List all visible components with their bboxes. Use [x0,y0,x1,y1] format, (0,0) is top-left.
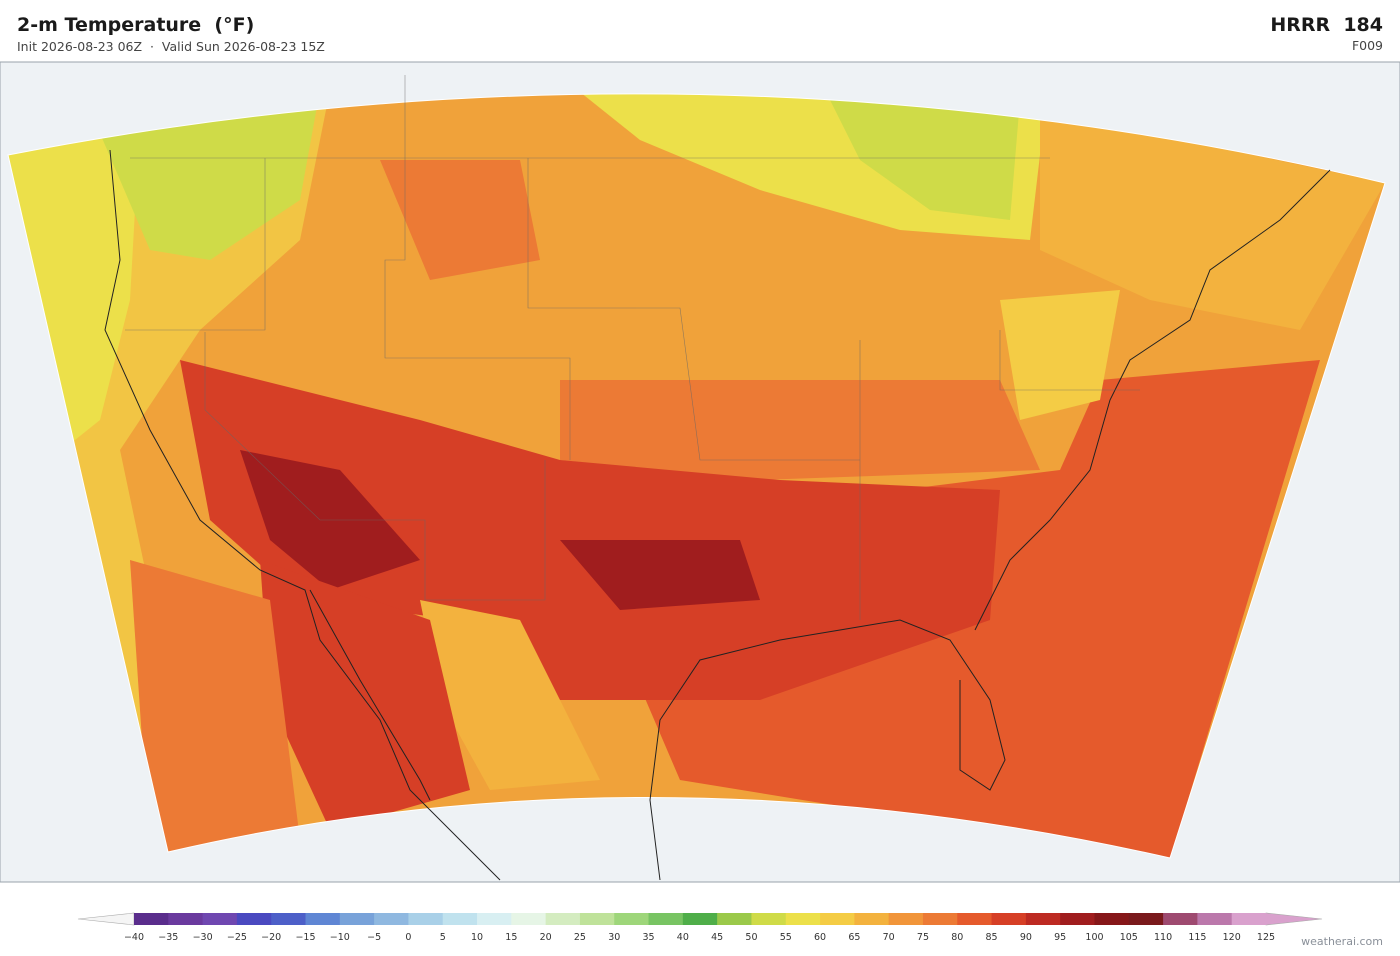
colorbar-label: 25 [574,932,586,943]
map-title: 2-m Temperature (°F) [17,14,255,36]
colorbar-label: 45 [711,932,723,943]
colorbar-label: 110 [1154,932,1172,943]
colorbar-label: −10 [330,932,350,943]
colorbar-bin [820,913,855,925]
colorbar-bin [545,913,581,925]
colorbar-label: 30 [608,932,620,943]
forecast-hour: F009 [1351,38,1383,53]
colorbar-label: 35 [642,932,654,943]
colorbar-label: 10 [471,932,483,943]
colorbar-label: 55 [780,932,792,943]
colorbar-under [77,912,135,926]
colorbar-bin [888,913,924,925]
colorbar-label: 75 [917,932,929,943]
colorbar-bin [751,913,787,925]
credit: weatherai.com [1301,935,1383,948]
colorbar-label: 120 [1223,932,1241,943]
colorbar-bin [1197,913,1233,925]
colorbar-bin [1025,913,1061,925]
colorbar-label: 85 [986,932,998,943]
colorbar-bin [785,913,821,925]
colorbar-bin [648,913,684,925]
colorbar-label: 90 [1020,932,1032,943]
colorbar-bin [511,913,547,925]
colorbar-bin [339,913,375,925]
colorbar-bin [408,913,444,925]
colorbar-label: −20 [261,932,281,943]
colorbar-label: 70 [883,932,895,943]
colorbar-label: 95 [1054,932,1066,943]
colorbar-label: 80 [951,932,963,943]
colorbar-bin [305,913,341,925]
colorbar-label: 50 [745,932,757,943]
colorbar-label: −25 [227,932,247,943]
colorbar-bin [854,913,890,925]
colorbar-label: −40 [124,932,144,943]
colorbar-label: 0 [405,932,411,943]
colorbar-bin [991,913,1027,925]
borders [125,75,1140,620]
colorbar-bin [922,913,958,925]
colorbar-bin [477,913,512,925]
colorbar-bin [1094,913,1130,925]
colorbar-label: 115 [1188,932,1206,943]
colorbar-bin [271,913,307,925]
coastlines [104,149,1331,881]
colorbar-bin [682,913,718,925]
colorbar-bin [374,913,409,925]
colorbar-label: 125 [1257,932,1275,943]
colorbar-bin [168,913,204,925]
colorbar-bin [236,913,272,925]
map-subtitle: Init 2026-08-23 06Z · Valid Sun 2026-08-… [17,39,325,54]
colorbar-label: 105 [1120,932,1138,943]
model-name: HRRR 184 [1270,14,1383,36]
colorbar-label: −30 [193,932,213,943]
colorbar-bin [614,913,650,925]
colorbar-bin [957,913,993,925]
colorbar-bin [717,913,752,925]
colorbar-label: −35 [158,932,178,943]
colorbar-bin [1128,913,1164,925]
colorbar-over [1265,912,1323,926]
colorbar-bin [202,913,238,925]
colorbar-label: −5 [367,932,381,943]
colorbar-label: 100 [1085,932,1103,943]
domain-edge [7,93,1386,859]
colorbar-label: 60 [814,932,826,943]
colorbar-label: 15 [505,932,517,943]
temperature-field [8,93,1385,858]
colorbar-label: −15 [295,932,315,943]
colorbar-label: 5 [440,932,446,943]
colorbar-label: 20 [540,932,552,943]
colorbar-label: 40 [677,932,689,943]
colorbar-bin [1060,913,1095,925]
colorbar-bin [1163,913,1198,925]
colorbar-bin [579,913,615,925]
colorbar-bin [1231,913,1267,925]
colorbar-bin [134,913,169,925]
colorbar-label: 65 [848,932,860,943]
colorbar-bin [442,913,478,925]
